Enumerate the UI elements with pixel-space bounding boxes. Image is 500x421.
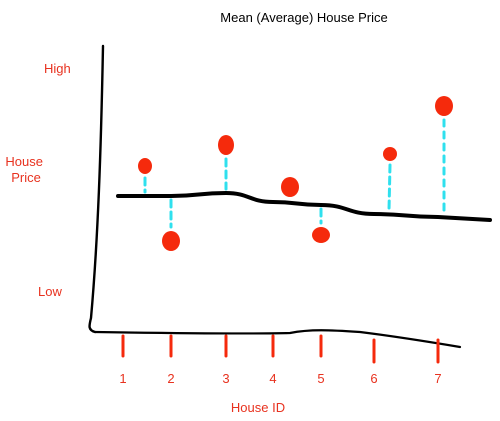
x-tick-label: 3: [222, 371, 229, 386]
mean-line: [116, 191, 492, 222]
chart-title: Mean (Average) House Price: [220, 10, 387, 25]
x-tick-labels: 1 2 3 4 5 6 7: [119, 371, 441, 386]
x-tick-label: 7: [434, 371, 441, 386]
y-axis-label-line-2: Price: [11, 170, 41, 185]
x-tick-label: 6: [370, 371, 377, 386]
residual-lines: [143, 118, 446, 229]
x-tick-label: 2: [167, 371, 174, 386]
data-point: [312, 227, 330, 243]
data-point: [138, 158, 152, 174]
data-point: [281, 177, 299, 197]
y-axis-label-line-1: House: [5, 154, 43, 169]
data-point: [383, 147, 397, 161]
y-axis-label: House Price: [5, 154, 46, 185]
x-tick-label: 4: [269, 371, 276, 386]
residual-line: [387, 163, 392, 212]
y-axis: [88, 44, 105, 334]
x-tick-label: 5: [317, 371, 324, 386]
data-point: [162, 231, 180, 251]
x-axis-label: House ID: [231, 400, 285, 415]
data-point: [435, 96, 453, 116]
data-point: [218, 135, 234, 155]
y-tick-high: High: [44, 61, 71, 76]
x-axis: [93, 329, 462, 349]
data-points: [138, 96, 453, 251]
x-ticks: [121, 334, 440, 364]
x-tick-label: 1: [119, 371, 126, 386]
y-tick-low: Low: [38, 284, 62, 299]
